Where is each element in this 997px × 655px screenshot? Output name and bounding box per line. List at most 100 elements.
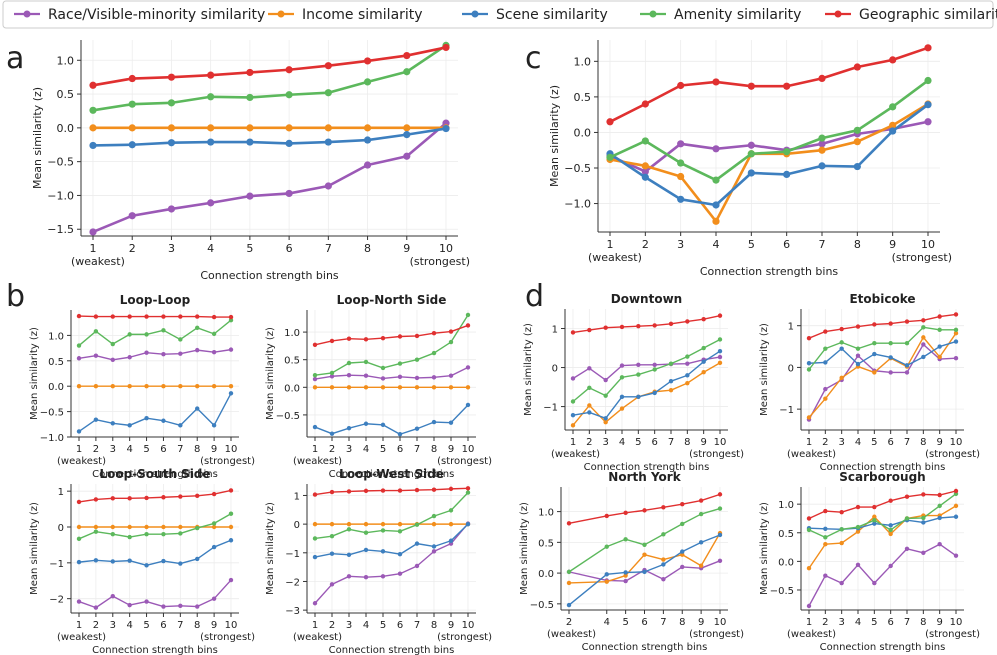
- panel-label-b: b: [6, 279, 25, 314]
- data-point-scene: [680, 549, 685, 554]
- data-point-geo: [953, 488, 959, 494]
- y-tick-label: −0.5: [530, 600, 554, 611]
- y-axis-label: Mean similarity (z): [759, 502, 770, 595]
- x-tick-label: 4: [363, 444, 369, 455]
- data-point-geo: [442, 43, 450, 52]
- data-point-income: [566, 580, 572, 586]
- data-point-scene: [921, 520, 926, 525]
- data-point-amenity: [397, 529, 403, 534]
- y-tick-label: 0.0: [574, 126, 592, 139]
- series-line-scene: [78, 392, 232, 432]
- chart-title: Downtown: [611, 292, 682, 306]
- data-point-geo: [680, 502, 685, 507]
- data-point-amenity: [619, 375, 625, 380]
- data-point-income: [685, 380, 690, 386]
- data-point-amenity: [329, 370, 335, 376]
- data-point-scene: [127, 558, 132, 563]
- x-tick-label: 6: [160, 620, 166, 631]
- y-tick-label: 0.5: [57, 88, 75, 101]
- x-tick-label: 3: [602, 437, 608, 448]
- chart-title: Scarborough: [839, 470, 925, 484]
- data-point-income: [641, 162, 649, 170]
- data-point-geo: [93, 497, 99, 502]
- panel-label-a: a: [6, 41, 24, 76]
- data-point-income: [228, 384, 234, 389]
- data-point-scene: [195, 406, 200, 411]
- data-point-geo: [161, 495, 166, 500]
- data-point-income: [397, 521, 403, 527]
- chart-d4: 1.0 0.5 0.0 −0.5 1 2 3 4 5 6 7 8 9 10 (weakest) (strong…: [759, 470, 980, 653]
- x-tick-label: 10: [950, 437, 963, 448]
- data-point-race: [195, 604, 200, 609]
- data-point-race: [888, 370, 893, 375]
- data-point-geo: [888, 498, 893, 503]
- data-point-scene: [652, 390, 657, 396]
- series-geo: [570, 313, 723, 335]
- y-tick-label: 1.0: [778, 500, 794, 511]
- data-point-geo: [921, 492, 926, 497]
- data-point-scene: [465, 402, 471, 408]
- x-tick-strongest-label: (strongest): [925, 629, 980, 640]
- data-point-race: [211, 349, 217, 355]
- data-point-amenity: [127, 534, 132, 540]
- data-point-race: [823, 573, 828, 578]
- series-line-race: [92, 122, 447, 234]
- data-point-race: [380, 376, 386, 381]
- grid: [71, 484, 239, 613]
- data-point-race: [329, 374, 335, 379]
- data-point-income: [110, 384, 115, 389]
- data-point-race: [661, 577, 666, 582]
- legend-marker-race: [23, 10, 31, 18]
- series-line-scene: [572, 350, 721, 419]
- x-tick-label: 6: [397, 444, 403, 455]
- data-point-amenity: [701, 345, 706, 351]
- chart-d2: 10−11 2 3 4 5 6 7 8 9 10(weakest) (strongest)Conne…: [759, 292, 980, 473]
- data-point-race: [641, 167, 649, 176]
- data-point-race: [167, 205, 176, 213]
- data-point-income: [144, 384, 149, 389]
- data-point-amenity: [431, 350, 437, 356]
- chart-a: 1.0 0.5 0.0 −0.5 −1.0 −1.5 1 2 3 4 5 6 7 8 9 10 (weakest…: [31, 40, 470, 282]
- x-tick-label: 3: [168, 242, 175, 255]
- data-point-race: [127, 602, 132, 608]
- data-point-amenity: [806, 367, 812, 372]
- x-tick-label: 7: [904, 617, 910, 628]
- data-point-geo: [167, 73, 176, 81]
- x-tick-label: 1: [570, 437, 576, 448]
- x-tick-label: 7: [414, 620, 420, 631]
- data-point-scene: [685, 373, 690, 378]
- data-point-income: [285, 124, 293, 132]
- data-point-amenity: [448, 339, 454, 345]
- data-point-geo: [397, 334, 403, 339]
- data-point-race: [587, 366, 592, 371]
- data-point-geo: [128, 74, 136, 83]
- series-geo: [312, 323, 471, 347]
- data-point-scene: [228, 538, 234, 543]
- x-tick-label: 10: [950, 617, 963, 628]
- x-tick-label: 10: [921, 238, 935, 251]
- data-point-race: [823, 386, 828, 392]
- data-point-scene: [127, 423, 132, 428]
- data-point-income: [167, 124, 176, 132]
- data-point-race: [93, 353, 99, 358]
- data-point-race: [403, 152, 411, 160]
- data-point-amenity: [414, 522, 420, 527]
- data-point-geo: [324, 62, 332, 70]
- x-tick-label: 9: [936, 437, 942, 448]
- data-point-amenity: [431, 513, 437, 519]
- data-point-geo: [246, 68, 254, 77]
- data-point-income: [89, 124, 97, 132]
- data-point-scene: [431, 544, 437, 549]
- data-point-income: [127, 524, 132, 530]
- x-tick-label: 9: [211, 444, 217, 455]
- data-point-scene: [414, 426, 420, 431]
- y-tick-label: 0.0: [48, 382, 64, 393]
- data-point-race: [855, 353, 861, 358]
- data-point-amenity: [823, 535, 828, 540]
- data-point-amenity: [636, 372, 641, 377]
- data-point-scene: [924, 101, 932, 109]
- data-point-race: [465, 365, 471, 370]
- x-tick-weakest-label: (weakest): [57, 632, 106, 643]
- y-tick-label: 1.0: [574, 55, 592, 68]
- data-point-race: [363, 161, 372, 169]
